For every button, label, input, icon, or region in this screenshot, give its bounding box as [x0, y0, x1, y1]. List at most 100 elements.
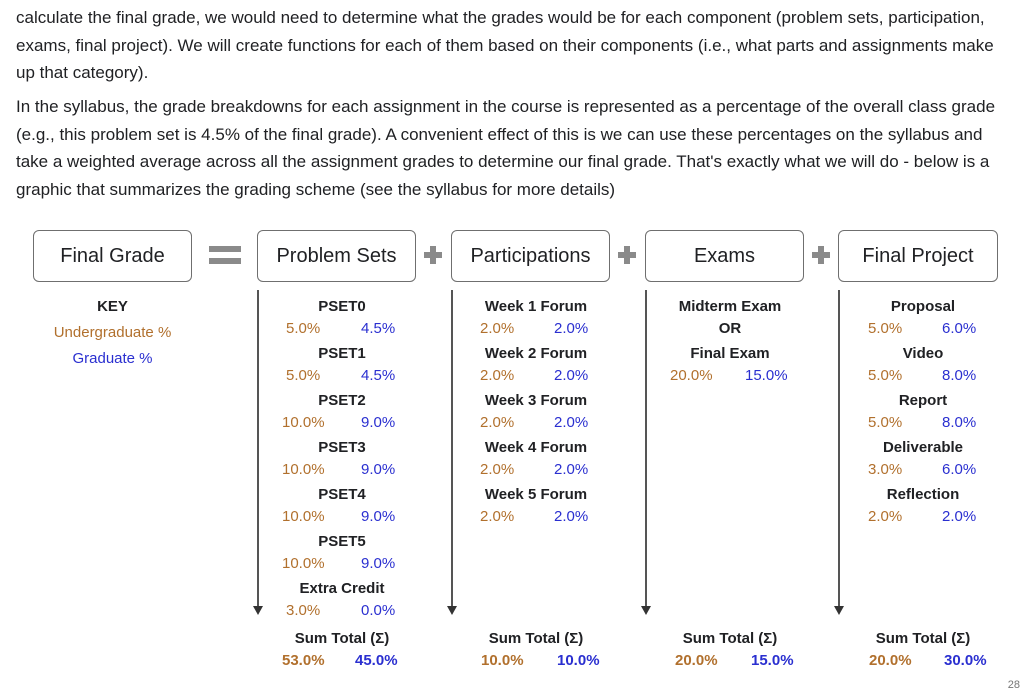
list-item: Extra Credit 3.0% 0.0% [272, 578, 412, 625]
list-item: Week 2 Forum 2.0% 2.0% [466, 343, 606, 390]
grad-percent: 4.5% [361, 320, 396, 337]
key-title: KEY [97, 298, 128, 315]
grad-percent: 6.0% [942, 320, 977, 337]
grad-percent: 2.0% [554, 320, 589, 337]
list-item: PSET2 10.0% 9.0% [272, 390, 412, 437]
item-name: Week 2 Forum [484, 345, 588, 362]
grad-percent: 9.0% [361, 461, 396, 478]
item-name: Week 1 Forum [484, 298, 588, 315]
undergrad-percent: 5.0% [868, 414, 903, 431]
undergrad-percent: 10.0% [282, 414, 325, 431]
item-name: Report [898, 392, 948, 409]
key-graduate: Graduate % [72, 350, 153, 367]
undergrad-percent: 10.0% [282, 461, 325, 478]
key-undergraduate: Undergraduate % [53, 324, 172, 341]
item-name: PSET2 [318, 392, 366, 409]
final-exam-label: Final Exam [690, 345, 770, 362]
down-arrow-icon [641, 290, 651, 615]
undergrad-percent: 20.0% [670, 367, 713, 384]
item-name: PSET0 [318, 298, 366, 315]
grad-sum: 45.0% [355, 652, 398, 669]
sum-label: Sum Total (Σ) [875, 630, 971, 647]
undergrad-percent: 5.0% [868, 367, 903, 384]
list-item: PSET3 10.0% 9.0% [272, 437, 412, 484]
grad-percent: 2.0% [554, 461, 589, 478]
sum-label: Sum Total (Σ) [488, 630, 584, 647]
item-name: PSET3 [318, 439, 366, 456]
down-arrow-icon [447, 290, 457, 615]
undergrad-percent: 2.0% [480, 508, 515, 525]
exams-box: Exams [645, 230, 804, 282]
problem-sets-column: PSET0 5.0% 4.5% PSET1 5.0% 4.5% PSET2 10.0… [272, 296, 412, 625]
participations-sum: Sum Total (Σ) 10.0% 10.0% [466, 629, 606, 673]
final-project-sum: Sum Total (Σ) 20.0% 30.0% [853, 629, 993, 673]
undergrad-sum: 53.0% [282, 652, 325, 669]
midterm-exam-label: Midterm Exam [678, 298, 782, 315]
undergrad-percent: 3.0% [868, 461, 903, 478]
undergrad-percent: 2.0% [480, 414, 515, 431]
grad-percent: 4.5% [361, 367, 396, 384]
legend-key: KEY Undergraduate % Graduate % [40, 296, 185, 374]
grad-sum: 15.0% [751, 652, 794, 669]
list-item: Week 4 Forum 2.0% 2.0% [466, 437, 606, 484]
down-arrow-icon [253, 290, 263, 615]
list-item: Week 5 Forum 2.0% 2.0% [466, 484, 606, 531]
undergrad-sum: 20.0% [675, 652, 718, 669]
list-item: Reflection 2.0% 2.0% [853, 484, 993, 531]
grad-sum: 30.0% [944, 652, 987, 669]
undergrad-percent: 5.0% [286, 320, 321, 337]
or-label: OR [718, 320, 742, 337]
list-item: PSET1 5.0% 4.5% [272, 343, 412, 390]
list-item: PSET4 10.0% 9.0% [272, 484, 412, 531]
grad-percent: 6.0% [942, 461, 977, 478]
item-name: Week 4 Forum [484, 439, 588, 456]
item-name: PSET5 [318, 533, 366, 550]
grad-percent: 2.0% [942, 508, 977, 525]
grad-percent: 9.0% [361, 555, 396, 572]
grad-percent: 8.0% [942, 367, 977, 384]
list-item: PSET0 5.0% 4.5% [272, 296, 412, 343]
list-item: Video 5.0% 8.0% [853, 343, 993, 390]
item-name: PSET1 [318, 345, 366, 362]
undergrad-percent: 10.0% [282, 555, 325, 572]
participations-box: Participations [451, 230, 610, 282]
list-item: Proposal 5.0% 6.0% [853, 296, 993, 343]
list-item: Report 5.0% 8.0% [853, 390, 993, 437]
item-name: Reflection [886, 486, 960, 503]
item-name: Week 3 Forum [484, 392, 588, 409]
problem-sets-sum: Sum Total (Σ) 53.0% 45.0% [272, 629, 412, 673]
item-name: Video [902, 345, 944, 362]
equals-icon [209, 246, 241, 266]
sum-label: Sum Total (Σ) [682, 630, 778, 647]
grad-percent: 2.0% [554, 508, 589, 525]
page-number: 28 [1007, 679, 1020, 691]
item-name: Extra Credit [299, 580, 385, 597]
undergrad-sum: 20.0% [869, 652, 912, 669]
exams-sum: Sum Total (Σ) 20.0% 15.0% [660, 629, 800, 673]
undergrad-sum: 10.0% [481, 652, 524, 669]
plus-icon [810, 244, 832, 266]
list-item: Deliverable 3.0% 6.0% [853, 437, 993, 484]
grad-percent: 9.0% [361, 508, 396, 525]
final-project-box: Final Project [838, 230, 998, 282]
list-item: Week 1 Forum 2.0% 2.0% [466, 296, 606, 343]
grad-percent: 2.0% [554, 367, 589, 384]
grad-percent: 2.0% [554, 414, 589, 431]
final-project-column: Proposal 5.0% 6.0% Video 5.0% 8.0% Report … [853, 296, 993, 531]
grad-sum: 10.0% [557, 652, 600, 669]
grad-percent: 8.0% [942, 414, 977, 431]
grad-percent: 0.0% [361, 602, 396, 619]
list-item: PSET5 10.0% 9.0% [272, 531, 412, 578]
grad-percent: 15.0% [745, 367, 788, 384]
item-name: Proposal [890, 298, 956, 315]
intro-paragraph-1: calculate the final grade, we would need… [16, 8, 994, 82]
undergrad-percent: 2.0% [480, 367, 515, 384]
final-grade-box: Final Grade [33, 230, 192, 282]
undergrad-percent: 3.0% [286, 602, 321, 619]
undergrad-percent: 2.0% [480, 320, 515, 337]
undergrad-percent: 2.0% [868, 508, 903, 525]
exams-column: Midterm Exam OR Final Exam 20.0% 15.0% [660, 296, 800, 387]
plus-icon [422, 244, 444, 266]
intro-paragraph-2: In the syllabus, the grade breakdowns fo… [16, 97, 996, 199]
undergrad-percent: 2.0% [480, 461, 515, 478]
